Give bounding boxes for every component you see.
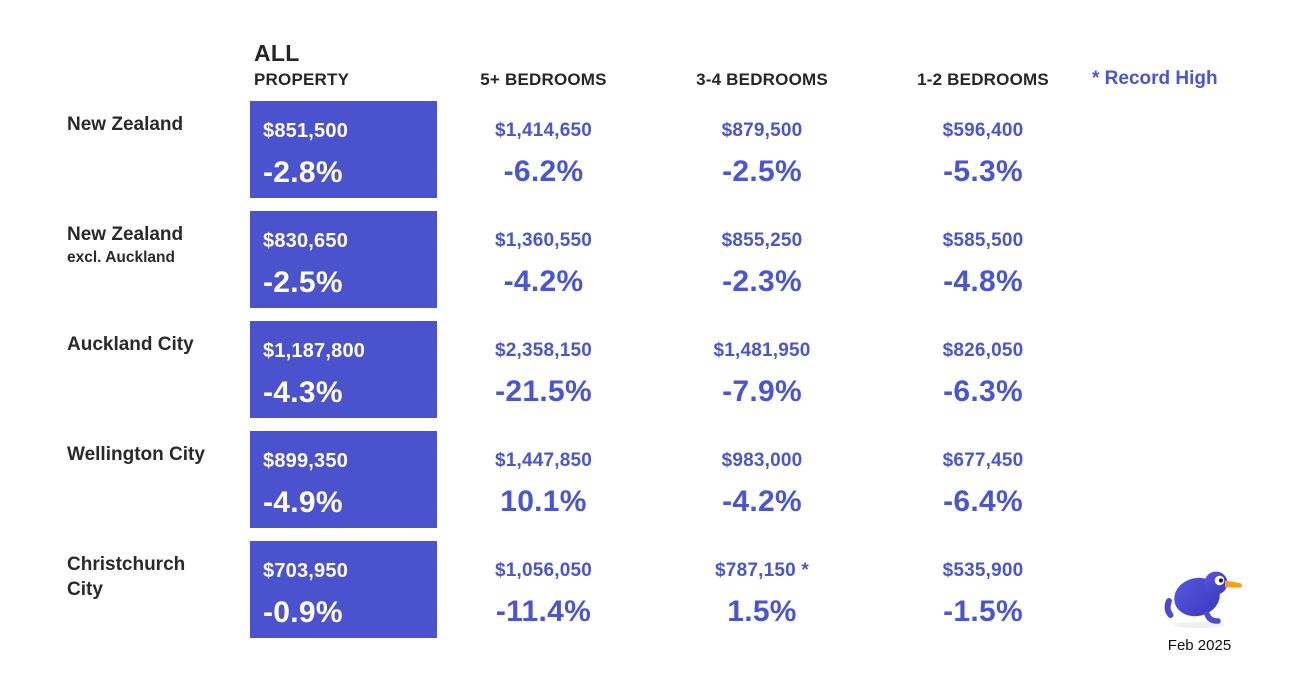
header-all-label: ALL	[254, 40, 300, 66]
median-price-record-high: $787,150 *	[715, 560, 809, 581]
empty-cell	[1092, 211, 1307, 321]
annual-change: -2.5%	[263, 266, 343, 299]
annual-change: -2.5%	[722, 155, 802, 188]
empty-cell	[1092, 321, 1307, 431]
median-price: $1,056,050	[494, 560, 593, 581]
bed5-cell: $1,447,850 10.1%	[437, 431, 650, 541]
all-property-cell: $830,650 -2.5%	[250, 211, 437, 321]
median-price: $1,481,950	[713, 340, 811, 361]
region-label: Wellington City	[67, 444, 205, 465]
row-label-auckland-city: Auckland City	[0, 321, 250, 431]
header-3-4-label: 3-4 BEDROOMS	[696, 70, 828, 89]
bed12-cell: $596,400 -5.3%	[874, 101, 1092, 211]
annual-change: 10.1%	[500, 485, 587, 518]
median-price: $826,050	[942, 340, 1024, 361]
all-property-cell: $851,500 -2.8%	[250, 101, 437, 211]
column-header-1-2-bedrooms: 1-2 BEDROOMS	[874, 0, 1092, 101]
bed12-cell: $585,500 -4.8%	[874, 211, 1092, 321]
all-property-card: $830,650 -2.5%	[250, 211, 437, 308]
median-price: $1,414,650	[494, 120, 593, 141]
median-price: $677,450	[942, 450, 1024, 471]
header-1-2-label: 1-2 BEDROOMS	[917, 70, 1049, 89]
all-property-card: $899,350 -4.9%	[250, 431, 437, 528]
annual-change: -6.2%	[503, 155, 584, 188]
row-label-christchurch-city: Christchurch City	[0, 541, 250, 651]
column-header-3-4-bedrooms: 3-4 BEDROOMS	[650, 0, 874, 101]
brand-footer: Feb 2025	[1092, 541, 1307, 654]
median-price: $535,900	[942, 560, 1024, 581]
annual-change: -21.5%	[495, 375, 592, 408]
empty-cell	[1092, 101, 1307, 211]
median-price: $596,400	[942, 120, 1024, 141]
region-label: New Zealand	[67, 114, 184, 135]
median-price: $1,360,550	[494, 230, 593, 251]
bed5-cell: $2,358,150 -21.5%	[437, 321, 650, 431]
median-price: $703,950	[263, 560, 349, 582]
annual-change: -2.3%	[722, 265, 802, 298]
median-price: $1,187,800	[263, 340, 366, 362]
record-high-note: * Record High	[1092, 68, 1218, 89]
header-5plus-label: 5+ BEDROOMS	[480, 70, 607, 89]
header-property-label: PROPERTY	[254, 70, 350, 89]
header-spacer	[0, 0, 250, 101]
annual-change: -7.9%	[722, 375, 802, 408]
median-price: $899,350	[263, 450, 349, 472]
annual-change: -4.3%	[263, 376, 343, 409]
row-label-new-zealand: New Zealand	[0, 101, 250, 211]
annual-change: -4.2%	[722, 485, 802, 518]
annual-change: -5.3%	[943, 155, 1023, 188]
median-price: $830,650	[263, 230, 349, 252]
annual-change: 1.5%	[727, 595, 797, 628]
bed34-cell: $1,481,950 -7.9%	[650, 321, 874, 431]
annual-change: -1.5%	[943, 595, 1023, 628]
kiwi-bird-icon	[1156, 568, 1244, 635]
annual-change: -6.4%	[943, 485, 1023, 518]
annual-change: -4.2%	[503, 265, 584, 298]
bed34-cell: $855,250 -2.3%	[650, 211, 874, 321]
row-label-wellington-city: Wellington City	[0, 431, 250, 541]
property-values-table: ALL PROPERTY 5+ BEDROOMS 3-4 BEDROOMS 1-2…	[0, 0, 1307, 654]
report-date: Feb 2025	[1167, 637, 1232, 654]
annual-change: -6.3%	[943, 375, 1023, 408]
annual-change: -0.9%	[263, 596, 343, 629]
all-property-cell: $1,187,800 -4.3%	[250, 321, 437, 431]
region-label: New Zealand	[67, 224, 184, 245]
row-label-nz-excl-auckland: New Zealand excl. Auckland	[0, 211, 250, 321]
all-property-cell: $899,350 -4.9%	[250, 431, 437, 541]
annual-change: -4.9%	[263, 486, 343, 519]
record-high-legend: * Record High	[1092, 0, 1307, 101]
brand-logo-block: Feb 2025	[1156, 568, 1244, 656]
bed12-cell: $677,450 -6.4%	[874, 431, 1092, 541]
median-price: $879,500	[721, 120, 803, 141]
median-price: $855,250	[721, 230, 803, 251]
median-price: $983,000	[721, 450, 803, 471]
bed34-cell: $787,150 * 1.5%	[650, 541, 874, 651]
all-property-card: $703,950 -0.9%	[250, 541, 437, 638]
region-label-line2: City	[67, 579, 103, 600]
median-price: $2,358,150	[494, 340, 593, 361]
median-price: $851,500	[263, 120, 349, 142]
bed34-cell: $983,000 -4.2%	[650, 431, 874, 541]
column-header-5plus-bedrooms: 5+ BEDROOMS	[437, 0, 650, 101]
bed34-cell: $879,500 -2.5%	[650, 101, 874, 211]
all-property-cell: $703,950 -0.9%	[250, 541, 437, 651]
bed5-cell: $1,414,650 -6.2%	[437, 101, 650, 211]
bed5-cell: $1,360,550 -4.2%	[437, 211, 650, 321]
region-label: Christchurch	[67, 554, 186, 575]
all-property-card: $851,500 -2.8%	[250, 101, 437, 198]
bed5-cell: $1,056,050 -11.4%	[437, 541, 650, 651]
median-price: $585,500	[942, 230, 1024, 251]
empty-cell	[1092, 431, 1307, 541]
median-price: $1,447,850	[494, 450, 593, 471]
region-sublabel: excl. Auckland	[67, 249, 175, 266]
bed12-cell: $535,900 -1.5%	[874, 541, 1092, 651]
bed12-cell: $826,050 -6.3%	[874, 321, 1092, 431]
annual-change: -11.4%	[495, 595, 592, 628]
all-property-card: $1,187,800 -4.3%	[250, 321, 437, 418]
region-label: Auckland City	[67, 334, 194, 355]
column-header-all-property: ALL PROPERTY	[250, 0, 437, 101]
annual-change: -4.8%	[943, 265, 1023, 298]
annual-change: -2.8%	[263, 156, 343, 189]
